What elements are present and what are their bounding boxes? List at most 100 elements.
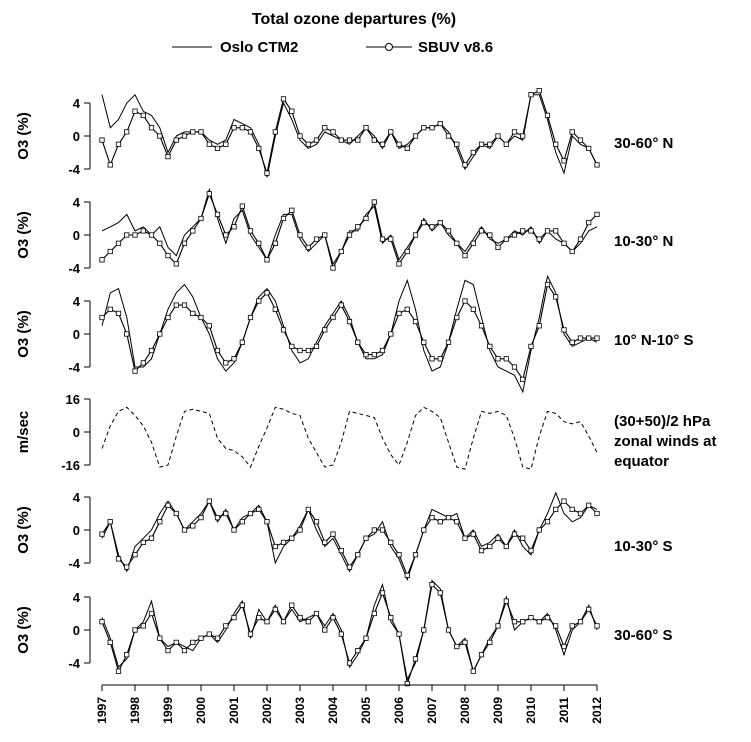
data-point	[165, 502, 171, 508]
data-point	[124, 564, 130, 570]
x-tick-label: 2006	[392, 697, 406, 724]
data-point	[388, 615, 394, 621]
y-tick-label: 0	[73, 425, 80, 440]
series-line-sbuv-v8-6	[101, 283, 597, 381]
data-point	[148, 125, 155, 131]
data-point	[536, 619, 542, 625]
data-point	[511, 531, 518, 537]
data-point	[223, 141, 229, 147]
data-point	[536, 88, 542, 94]
x-tick-label: 2000	[194, 697, 208, 724]
data-point	[264, 257, 270, 263]
data-point	[289, 602, 295, 608]
data-point	[404, 145, 410, 151]
data-point	[495, 356, 501, 362]
data-point	[124, 232, 130, 238]
data-point	[181, 648, 188, 654]
panel-region-label: 10-30° S	[614, 538, 673, 555]
data-point	[462, 162, 468, 168]
data-point	[528, 228, 534, 234]
panel-5: 4 0 -4 O3 (%) 10-30° S	[15, 490, 673, 581]
data-point	[503, 236, 509, 242]
data-point	[396, 631, 402, 637]
data-point	[421, 527, 427, 533]
data-point	[528, 343, 534, 350]
data-point	[338, 302, 344, 308]
y-axis-label: O3 (%)	[15, 112, 32, 160]
panel-3: 4 0 -4 O3 (%) 10° N-10° S	[15, 274, 694, 394]
data-point	[322, 539, 328, 546]
data-point	[115, 668, 122, 674]
chart-title: Total ozone departures (%)	[252, 11, 456, 28]
data-point	[355, 137, 361, 143]
data-point	[388, 236, 394, 242]
data-point	[363, 635, 369, 641]
data-point	[577, 335, 584, 341]
data-point	[412, 133, 419, 139]
y-tick-label: -4	[68, 656, 80, 671]
data-point	[388, 539, 394, 546]
data-point	[553, 294, 559, 300]
data-point	[264, 619, 270, 625]
y-tick-label: 4	[73, 195, 81, 210]
data-point	[520, 535, 526, 541]
y-axis-label: O3 (%)	[15, 211, 32, 259]
data-point	[173, 510, 179, 517]
data-point	[297, 615, 303, 621]
panel-region-label: equator	[614, 453, 669, 470]
data-point	[429, 356, 435, 362]
y-tick-label: -4	[68, 556, 80, 571]
data-point	[297, 347, 303, 354]
data-point	[231, 125, 237, 131]
data-point	[231, 615, 237, 621]
data-point	[577, 619, 584, 625]
data-point	[330, 615, 336, 621]
data-point	[239, 125, 245, 131]
data-point	[445, 228, 452, 234]
data-point	[198, 314, 204, 321]
data-point	[99, 314, 105, 321]
data-point	[371, 610, 377, 617]
data-point	[511, 129, 518, 135]
data-point	[140, 623, 146, 629]
data-point	[330, 265, 336, 271]
data-point	[495, 535, 501, 541]
data-point	[140, 112, 146, 118]
y-tick-label: 4	[73, 490, 81, 505]
y-tick-label: -4	[68, 360, 80, 375]
series-line-sbuv-v8-6	[101, 89, 598, 176]
data-point	[190, 639, 196, 646]
data-point	[421, 627, 427, 633]
y-tick-label: 4	[73, 590, 81, 605]
data-point	[421, 125, 427, 131]
data-point	[379, 347, 386, 354]
data-point	[206, 191, 212, 197]
data-point	[487, 232, 493, 238]
data-point	[544, 615, 551, 621]
data-point	[313, 519, 320, 525]
y-tick-label: 4	[73, 96, 81, 111]
data-point	[371, 351, 377, 358]
data-point	[478, 228, 485, 234]
x-tick-label: 1998	[128, 697, 142, 724]
data-point	[454, 643, 460, 650]
y-axis-label: O3 (%)	[15, 606, 32, 654]
legend-obs-swatch-marker	[385, 43, 393, 51]
data-point	[157, 635, 163, 641]
data-point	[346, 232, 353, 238]
series-line-oslo-ctm2	[101, 274, 598, 394]
data-point	[586, 606, 592, 613]
data-point	[173, 137, 179, 143]
data-point	[198, 215, 204, 222]
data-point	[429, 125, 435, 131]
data-point	[247, 129, 254, 135]
data-point	[305, 619, 311, 625]
data-point	[206, 631, 212, 637]
data-point	[429, 224, 435, 230]
data-point	[437, 356, 443, 362]
data-point	[297, 133, 303, 139]
y-tick-label: -4	[68, 261, 80, 276]
data-point	[503, 598, 509, 604]
y-tick-label: -16	[61, 458, 80, 473]
